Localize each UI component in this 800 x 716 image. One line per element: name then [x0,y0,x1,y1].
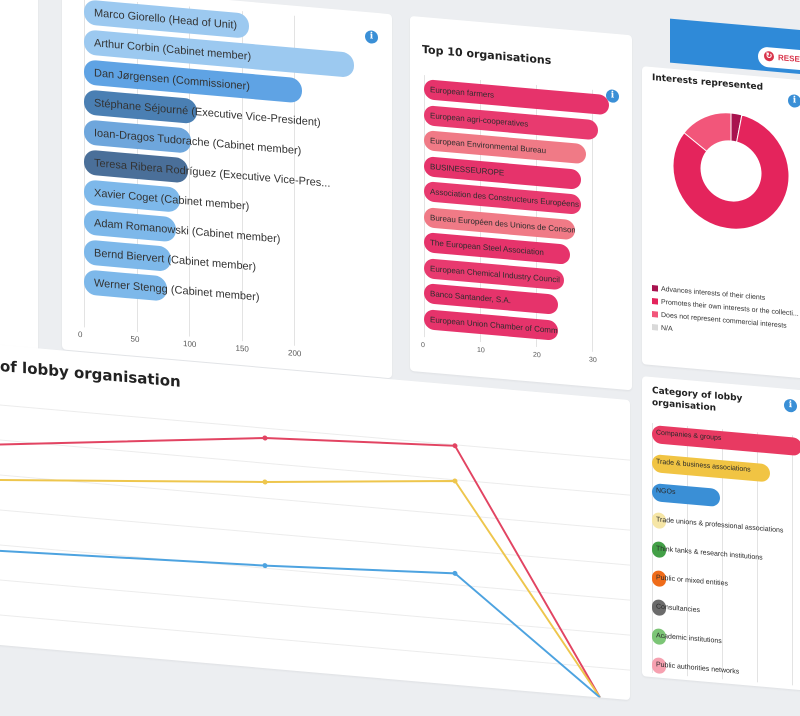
trend-chart [0,403,630,699]
cabinet-tick-label: 100 [183,339,197,350]
category-label: Academic institutions [656,632,722,646]
top-orgs-title: Top 10 organisations [422,42,552,68]
trend-gridline [0,508,630,566]
interests-legend-label: N/A [661,324,673,333]
cabinet-bar[interactable]: Werner Stengg (Cabinet member) [84,269,259,303]
cabinet-bar-label: Marco Giorello (Head of Unit) [94,6,238,32]
org-bar-label: The European Steel Association [430,238,544,258]
cabinet-bar-label: Arthur Corbin (Cabinet member) [94,36,252,63]
org-bar-label: European Chemical Industry Council [430,263,560,284]
trend-point[interactable] [262,435,268,441]
trend-series-line[interactable] [0,440,601,699]
cabinet-bar-label: Dan Jørgensen (Commissioner) [94,66,250,93]
cabinet-bar[interactable]: Adam Romanowski (Cabinet member) [84,209,280,245]
org-bar-label: Bureau Européen des Unions de Consommate… [430,212,576,238]
cabinet-bar[interactable]: Stéphane Séjourné (Executive Vice-Presid… [84,89,321,129]
trend-card: of lobby organisation [0,344,630,701]
trend-point[interactable] [262,563,268,569]
top-orgs-card: Top 10 organisations i European farmers E… [410,15,632,391]
trend-gridline [0,543,630,601]
cabinet-tick-label: 200 [288,348,302,359]
category-label: Trade unions & professional associations [656,516,784,535]
trend-point[interactable] [452,478,458,484]
org-bar-label: European Environmental Bureau [430,136,547,156]
interests-donut [672,109,790,234]
orgs-tick-label: 10 [477,346,485,355]
reset-button[interactable]: ↻ RESET [758,46,800,71]
donut-slice[interactable] [672,109,790,234]
category-bar[interactable] [652,425,800,457]
cabinet-bar[interactable]: Teresa Ribera Rodríguez (Executive Vice-… [84,149,330,189]
cabinet-bar[interactable]: Ioan-Dragos Tudorache (Cabinet member) [84,119,301,157]
orgs-tick-label: 20 [533,351,541,360]
category-label: Public authorities networks [656,661,740,676]
org-bar-label: Banco Santander, S.A. [430,289,511,306]
interests-title: Interests represented [652,73,764,93]
reset-icon: ↻ [764,50,774,62]
category-card: Category of lobby organisation i Compani… [642,376,800,692]
cabinet-bar-label: Adam Romanowski (Cabinet member) [94,216,281,246]
trend-gridline [0,438,630,496]
legend-swatch [652,285,658,292]
interests-card: Interests represented i Advances interes… [642,66,800,380]
legend-swatch [652,311,658,318]
trend-gridline [0,403,630,461]
orgs-tick-label: 0 [421,341,425,350]
org-bar-label: BUSINESSEUROPE [430,161,505,178]
trend-series-line[interactable] [0,405,601,698]
orgs-tick-label: 30 [589,356,597,365]
trend-series-line[interactable] [0,533,601,699]
donut-slice[interactable] [683,109,732,153]
org-bar-label: European Union Chamber of Commerce in Ch… [430,314,559,339]
category-label: Public or mixed entities [656,574,728,588]
interests-info-icon[interactable]: i [788,93,800,109]
trend-gridline [0,473,630,531]
cabinet-tick-label: 150 [235,343,249,354]
trend-point[interactable] [452,570,458,576]
org-bar-label: European farmers [430,85,495,100]
cabinet-info-icon[interactable]: i [365,29,378,45]
interests-legend-item[interactable]: N/A [652,324,673,333]
left-edge-card [0,0,38,359]
category-label: Think tanks & research institutions [656,545,763,562]
cabinet-bar[interactable]: Xavier Coget (Cabinet member) [84,179,249,213]
trend-point[interactable] [452,443,458,449]
legend-swatch [652,298,658,305]
header-strip: ↻ RESET [670,18,800,75]
trend-point[interactable] [262,479,268,485]
category-info-icon[interactable]: i [784,398,797,413]
cabinet-bar-label: Werner Stengg (Cabinet member) [94,276,260,304]
cabinet-chart-card: i Marco Giorello (Head of Unit) Arthur Co… [62,0,392,379]
cabinet-bar-label: Xavier Coget (Cabinet member) [94,186,250,213]
category-title: Category of lobby organisation [652,386,743,414]
category-gridline [792,435,793,686]
cabinet-bar[interactable]: Bernd Biervert (Cabinet member) [84,239,256,273]
cabinet-tick-label: 0 [78,329,83,340]
legend-swatch [652,324,658,331]
cabinet-bar-label: Bernd Biervert (Cabinet member) [94,246,257,273]
org-bar[interactable]: European Union Chamber of Commerce in Ch… [424,308,559,341]
reset-label: RESET [778,53,800,65]
trend-gridline [0,578,630,636]
org-bar-label: European agri-cooperatives [430,110,529,129]
org-bar-label: Association des Constructeurs Européens … [430,187,581,211]
cabinet-tick-label: 50 [130,334,140,345]
